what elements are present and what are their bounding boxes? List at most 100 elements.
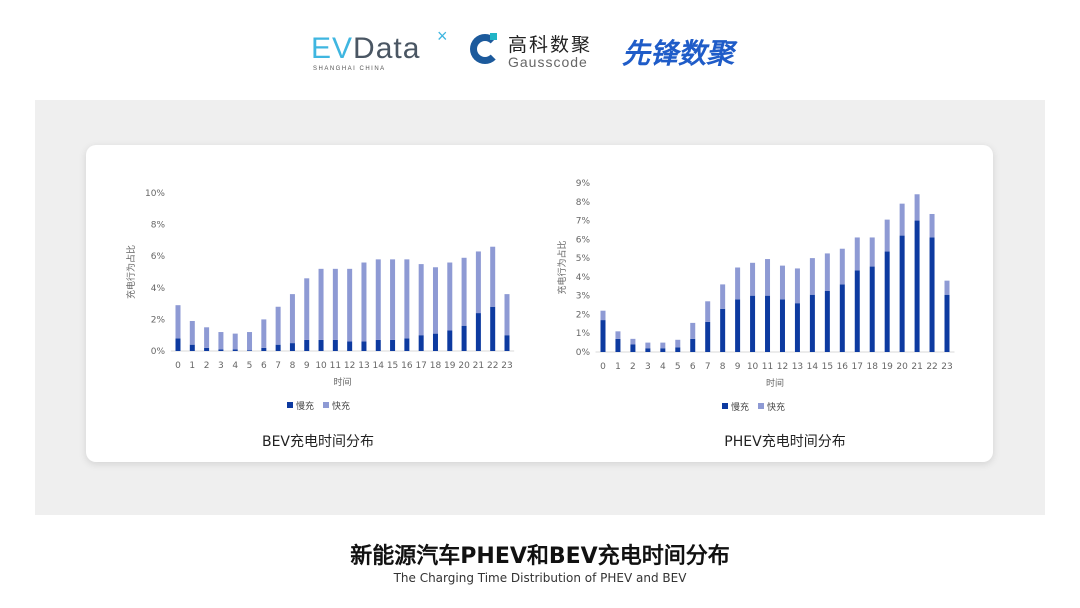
bev-bar-slow bbox=[232, 349, 238, 351]
bev-bar-fast bbox=[175, 305, 181, 339]
phev-bar-fast bbox=[884, 219, 890, 252]
bev-bar-slow bbox=[361, 341, 367, 351]
phev-bar-slow bbox=[914, 220, 920, 352]
bev-bar-fast bbox=[247, 332, 253, 351]
phev-x-tick-label: 14 bbox=[807, 362, 819, 372]
page-subtitle: The Charging Time Distribution of PHEV a… bbox=[393, 571, 687, 585]
evdata-logo-ev: EV bbox=[311, 32, 354, 65]
bev-bar-slow bbox=[418, 335, 424, 351]
phev-x-tick-label: 5 bbox=[675, 362, 681, 372]
phev-x-tick-label: 22 bbox=[926, 362, 937, 372]
phev-bar-fast bbox=[735, 267, 741, 300]
bev-x-tick-label: 5 bbox=[247, 361, 253, 371]
bev-bar-fast bbox=[304, 278, 310, 340]
phev-y-tick-label: 8% bbox=[576, 198, 591, 208]
phev-x-tick-label: 15 bbox=[822, 362, 833, 372]
phev-bar-slow bbox=[899, 235, 905, 352]
bev-bar-fast bbox=[332, 268, 338, 340]
bev-bar-fast bbox=[232, 333, 238, 350]
gausscode-square-icon bbox=[490, 33, 497, 40]
phev-y-axis-label: 充电行为占比 bbox=[556, 240, 568, 294]
bev-x-tick-label: 7 bbox=[275, 361, 281, 371]
phev-bar-fast bbox=[929, 213, 935, 238]
bev-y-tick-label: 0% bbox=[151, 347, 166, 357]
bev-x-tick-label: 12 bbox=[344, 361, 355, 371]
phev-y-tick-label: 6% bbox=[576, 235, 591, 245]
phev-bar-fast bbox=[675, 339, 681, 348]
phev-bar-slow bbox=[809, 294, 815, 352]
bev-bar-fast bbox=[318, 268, 324, 340]
bev-y-tick-label: 10% bbox=[145, 189, 165, 199]
phev-chart-caption: PHEV充电时间分布 bbox=[724, 434, 846, 450]
bev-bar-fast bbox=[189, 320, 195, 345]
phev-bar-fast bbox=[660, 342, 666, 349]
bev-bar-fast bbox=[432, 267, 438, 334]
phev-y-tick-label: 0% bbox=[576, 348, 591, 358]
phev-bar-slow bbox=[944, 294, 950, 352]
phev-bar-slow bbox=[630, 344, 636, 352]
phev-x-axis-label: 时间 bbox=[766, 377, 784, 389]
bev-x-tick-label: 14 bbox=[373, 361, 385, 371]
phev-bar-slow bbox=[854, 270, 860, 352]
bev-bar-fast bbox=[461, 257, 467, 326]
bev-bar-slow bbox=[447, 330, 453, 351]
bev-y-tick-label: 4% bbox=[151, 284, 166, 294]
bev-bar-slow bbox=[347, 341, 353, 351]
phev-bar-fast bbox=[914, 194, 920, 221]
phev-x-tick-label: 2 bbox=[630, 362, 636, 372]
phev-x-tick-label: 10 bbox=[747, 362, 759, 372]
bev-bar-slow bbox=[375, 339, 381, 351]
bev-legend-swatch-0 bbox=[287, 402, 293, 408]
bev-bar-slow bbox=[318, 339, 324, 351]
phev-legend-label-1: 快充 bbox=[767, 401, 785, 413]
bev-bar-slow bbox=[261, 347, 267, 351]
phev-y-tick-label: 9% bbox=[576, 179, 591, 189]
phev-bar-fast bbox=[615, 331, 621, 339]
bev-bar-fast bbox=[204, 327, 210, 348]
phev-legend-swatch-0 bbox=[722, 403, 728, 409]
bev-x-tick-label: 15 bbox=[387, 361, 398, 371]
phev-bar-slow bbox=[720, 308, 726, 352]
bev-x-tick-label: 4 bbox=[232, 361, 238, 371]
bev-bar-fast bbox=[475, 251, 481, 314]
phev-bar-fast bbox=[750, 262, 756, 296]
phev-bar-slow bbox=[735, 299, 741, 352]
phev-x-tick-label: 4 bbox=[660, 362, 666, 372]
bev-bar-fast bbox=[361, 262, 367, 342]
phev-bar-fast bbox=[690, 322, 696, 339]
phev-bar-slow bbox=[615, 338, 621, 352]
bev-bar-fast bbox=[390, 259, 396, 340]
bev-bar-slow bbox=[189, 344, 195, 351]
bev-bar-slow bbox=[490, 306, 496, 351]
bev-bar-slow bbox=[218, 349, 224, 351]
phev-x-tick-label: 1 bbox=[615, 362, 621, 372]
phev-legend-swatch-1 bbox=[758, 403, 764, 409]
bev-bar-fast bbox=[504, 294, 510, 336]
bev-bar-fast bbox=[347, 268, 353, 342]
bev-x-tick-label: 0 bbox=[175, 361, 181, 371]
gausscode-mark-icon bbox=[470, 34, 500, 64]
bev-y-tick-label: 2% bbox=[151, 315, 166, 325]
phev-x-tick-label: 0 bbox=[600, 362, 606, 372]
bev-bar-slow bbox=[332, 339, 338, 351]
phev-x-tick-label: 19 bbox=[881, 362, 893, 372]
bev-bar-slow bbox=[390, 339, 396, 351]
phev-legend-label-0: 慢充 bbox=[731, 401, 749, 413]
bev-y-tick-label: 8% bbox=[151, 221, 166, 231]
bev-bar-slow bbox=[475, 313, 481, 351]
phev-x-tick-label: 16 bbox=[837, 362, 849, 372]
evdata-logo-data: Data bbox=[353, 32, 421, 65]
phev-bar-fast bbox=[944, 280, 950, 295]
bev-x-tick-label: 18 bbox=[430, 361, 442, 371]
bev-bar-slow bbox=[289, 343, 295, 351]
bev-x-tick-label: 22 bbox=[487, 361, 498, 371]
phev-bar-fast bbox=[645, 342, 651, 349]
phev-x-tick-label: 6 bbox=[690, 362, 696, 372]
bev-bar-fast bbox=[490, 246, 496, 307]
bev-bar-fast bbox=[289, 294, 295, 344]
phev-y-tick-label: 2% bbox=[576, 310, 591, 320]
phev-x-tick-label: 18 bbox=[866, 362, 878, 372]
phev-bar-slow bbox=[824, 290, 830, 352]
phev-x-tick-label: 9 bbox=[735, 362, 741, 372]
